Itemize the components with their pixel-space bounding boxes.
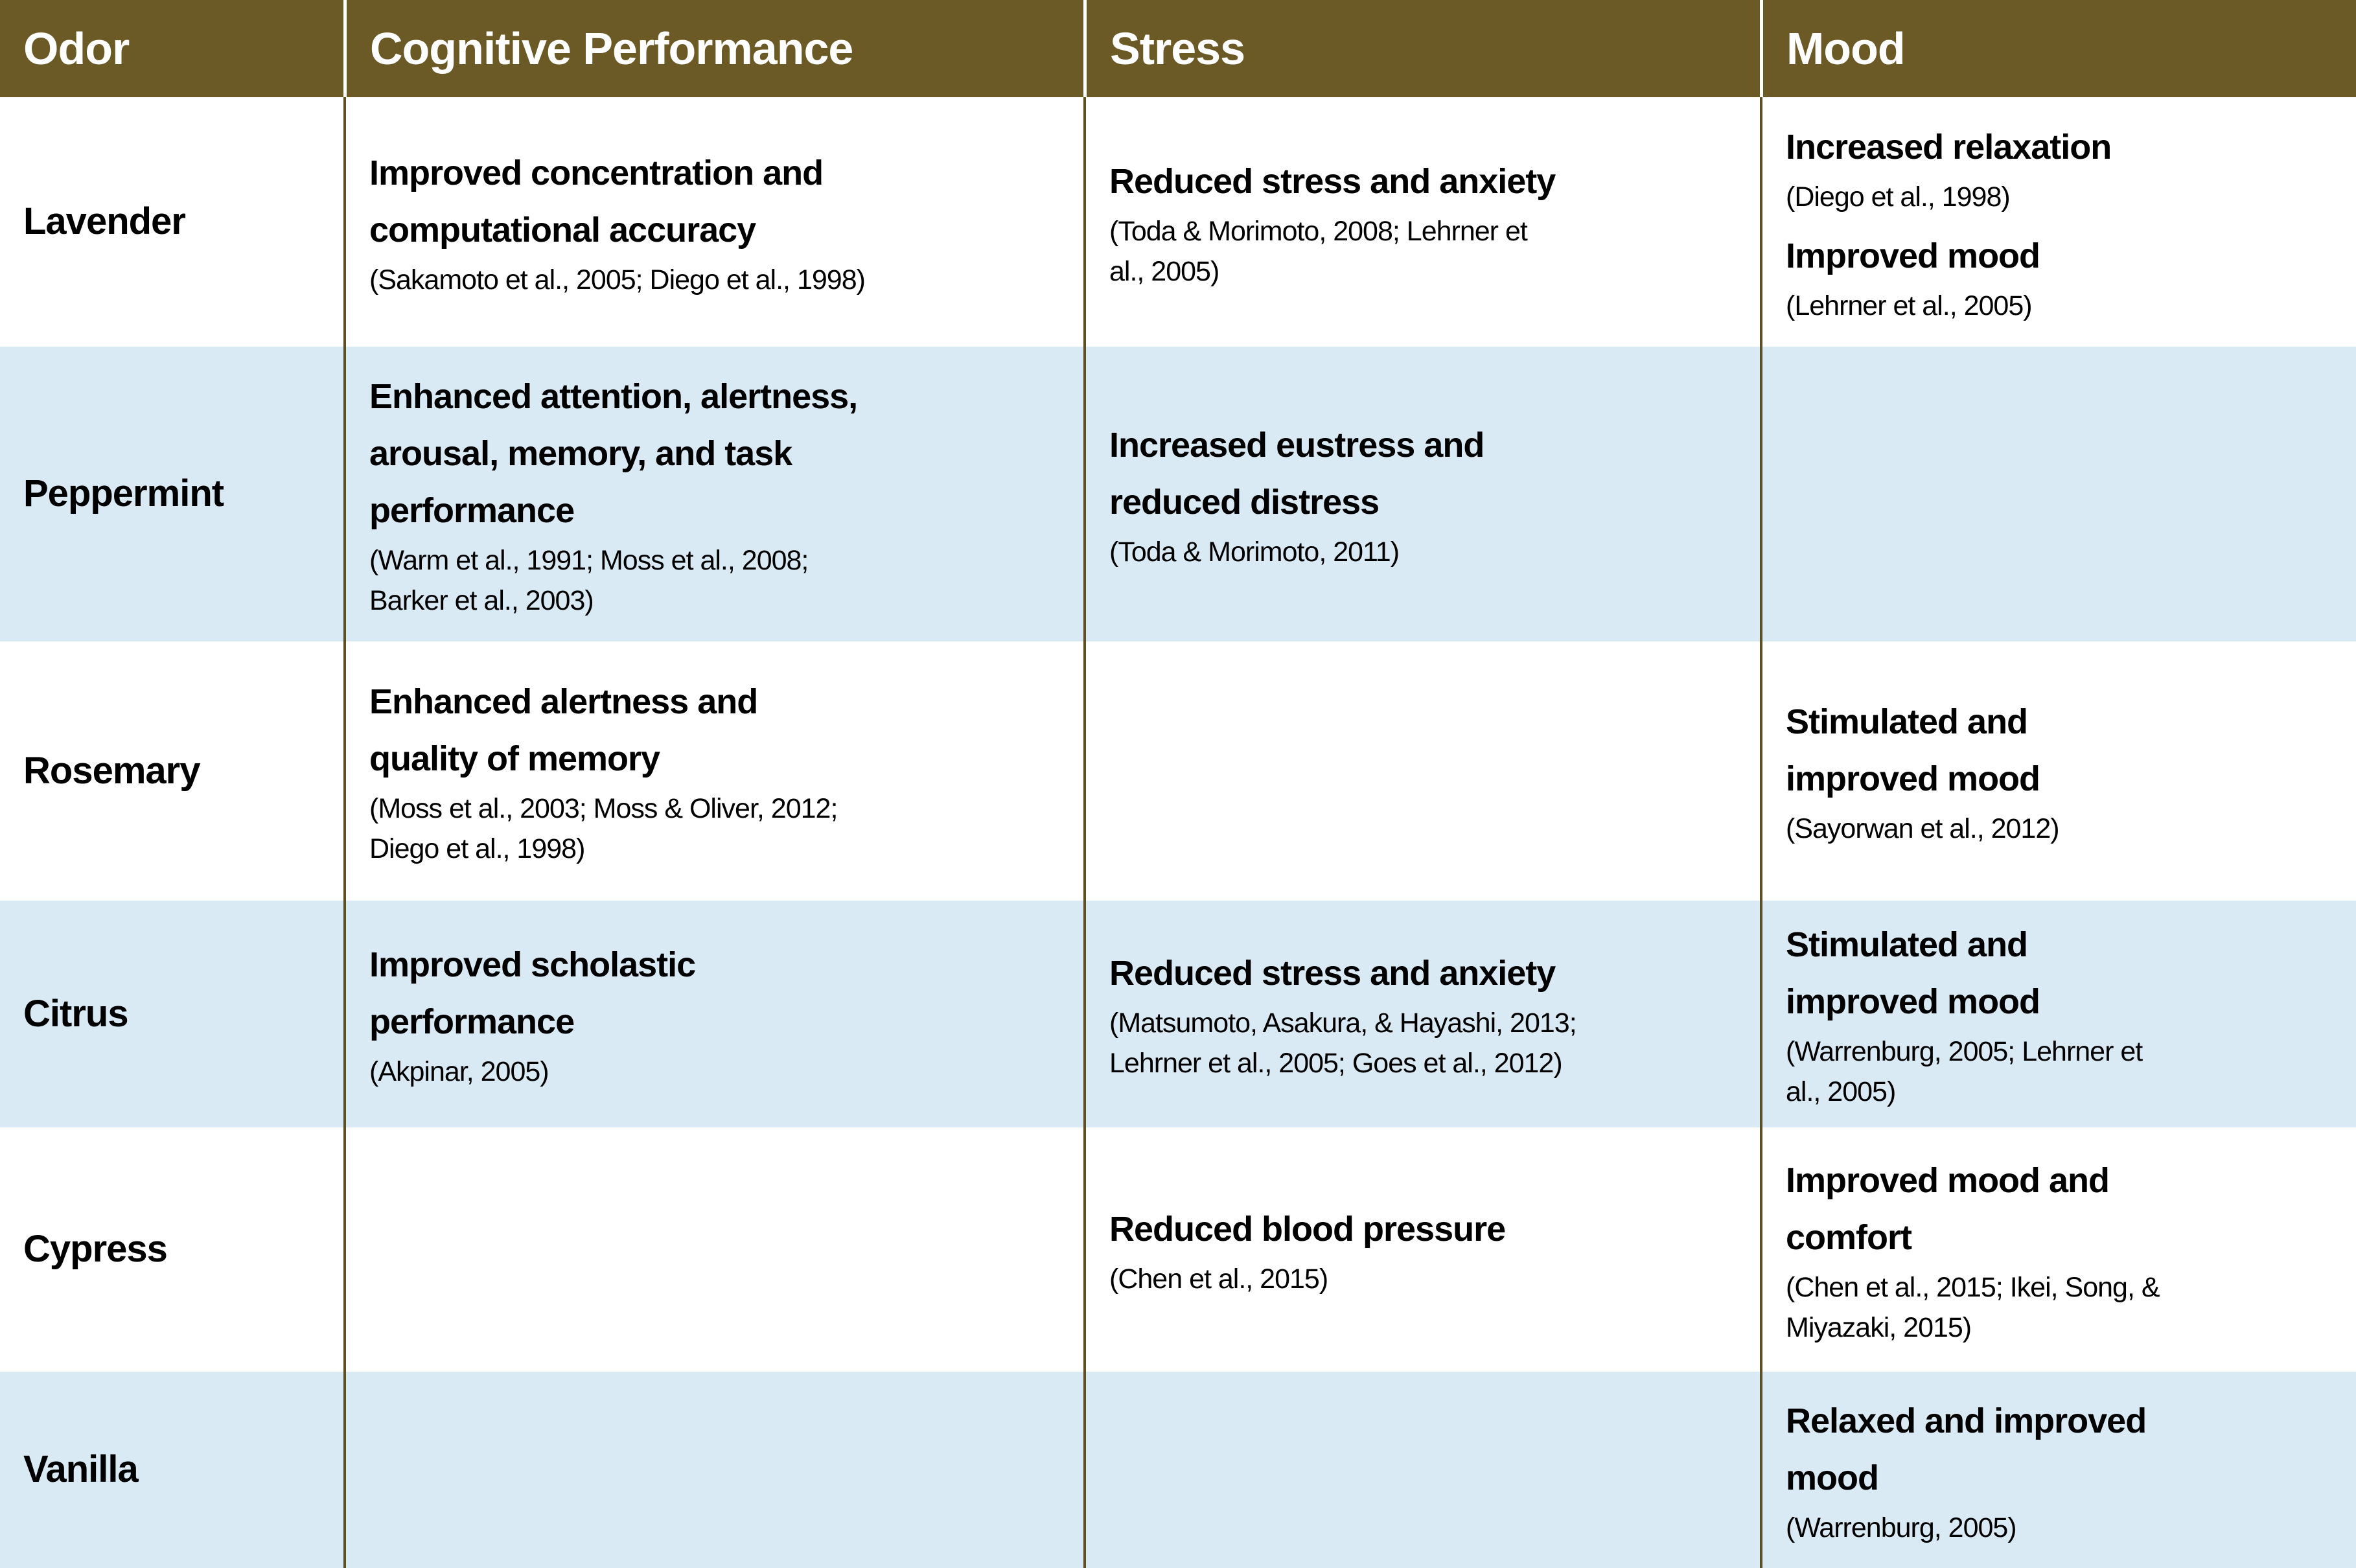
finding: Increased relaxation (Diego et al., 1998… [1786,119,2340,217]
finding-effect: Reduced blood pressure [1109,1209,1506,1249]
finding-effect: Improved mood [1786,236,2040,275]
stress-cell-citrus: Reduced stress and anxiety (Matsumoto, A… [1083,901,1760,1127]
odor-label: Lavender [23,200,186,243]
mood-cell-lavender: Increased relaxation (Diego et al., 1998… [1760,97,2356,347]
finding: Reduced stress and anxiety (Toda & Morim… [1109,153,1744,292]
finding-effect: Relaxed and improved mood [1786,1401,2147,1497]
stress-cell-vanilla [1083,1372,1760,1568]
odor-label: Rosemary [23,749,200,792]
finding: Increased eustress and reduced distress … [1109,417,1744,572]
finding-citation: (Chen et al., 2015) [1109,1263,1328,1295]
odor-cell-rosemary: Rosemary [0,641,343,901]
finding-effect: Improved scholastic performance [369,945,696,1041]
finding-citation: (Akpinar, 2005) [369,1056,549,1087]
odor-label: Peppermint [23,472,224,515]
mood-cell-vanilla: Relaxed and improved mood (Warrenburg, 2… [1760,1372,2356,1568]
finding-effect: Increased relaxation [1786,127,2112,167]
finding: Enhanced attention, alertness, arousal, … [369,368,1068,621]
finding-citation: (Sayorwan et al., 2012) [1786,813,2060,844]
finding: Improved mood (Lehrner et al., 2005) [1786,227,2340,326]
finding: Improved mood and comfort (Chen et al., … [1786,1152,2340,1348]
finding-citation: (Chen et al., 2015; Ikei, Song, & Miyaza… [1786,1271,2160,1343]
finding-citation: (Matsumoto, Asakura, & Hayashi, 2013; Le… [1109,1008,1577,1079]
finding: Reduced stress and anxiety (Matsumoto, A… [1109,945,1744,1083]
odor-label: Vanilla [23,1448,139,1491]
finding-citation: (Toda & Morimoto, 2008; Lehrner et al., … [1109,215,1528,287]
column-header-label: Stress [1110,23,1245,74]
column-header-label: Cognitive Performance [370,23,853,74]
finding-effect: Stimulated and improved mood [1786,925,2040,1021]
mood-cell-rosemary: Stimulated and improved mood (Sayorwan e… [1760,641,2356,901]
finding-effect: Enhanced attention, alertness, arousal, … [369,376,858,530]
cognitive-cell-rosemary: Enhanced alertness and quality of memory… [343,641,1083,901]
stress-cell-cypress: Reduced blood pressure (Chen et al., 201… [1083,1127,1760,1372]
finding-citation: (Warrenburg, 2005) [1786,1512,2017,1543]
mood-cell-cypress: Improved mood and comfort (Chen et al., … [1760,1127,2356,1372]
finding-citation: (Lehrner et al., 2005) [1786,290,2033,321]
odor-label: Citrus [23,992,129,1035]
odor-label: Cypress [23,1228,168,1271]
finding: Improved concentration and computational… [369,144,1068,300]
cognitive-cell-peppermint: Enhanced attention, alertness, arousal, … [343,347,1083,641]
finding: Enhanced alertness and quality of memory… [369,673,1068,869]
odor-cell-citrus: Citrus [0,901,343,1127]
finding-citation: (Moss et al., 2003; Moss & Oliver, 2012;… [369,793,838,864]
column-header-stress: Stress [1083,0,1760,97]
finding: Improved scholastic performance (Akpinar… [369,936,1068,1092]
mood-cell-citrus: Stimulated and improved mood (Warrenburg… [1760,901,2356,1127]
finding-citation: (Warrenburg, 2005; Lehrner et al., 2005) [1786,1036,2143,1107]
column-header-mood: Mood [1760,0,2356,97]
finding: Relaxed and improved mood (Warrenburg, 2… [1786,1392,2340,1548]
finding-effect: Reduced stress and anxiety [1109,161,1556,201]
finding-effect: Stimulated and improved mood [1786,702,2040,798]
odor-cell-lavender: Lavender [0,97,343,347]
finding: Reduced blood pressure (Chen et al., 201… [1109,1201,1744,1299]
stress-cell-peppermint: Increased eustress and reduced distress … [1083,347,1760,641]
finding-citation: (Sakamoto et al., 2005; Diego et al., 19… [369,264,866,295]
stress-cell-lavender: Reduced stress and anxiety (Toda & Morim… [1083,97,1760,347]
finding: Stimulated and improved mood (Warrenburg… [1786,916,2340,1112]
finding-citation: (Toda & Morimoto, 2011) [1109,536,1400,568]
finding-citation: (Warm et al., 1991; Moss et al., 2008; B… [369,544,809,616]
finding-effect: Reduced stress and anxiety [1109,954,1556,993]
finding-effect: Improved concentration and computational… [369,153,824,249]
cognitive-cell-vanilla [343,1372,1083,1568]
finding-effect: Improved mood and comfort [1786,1160,2110,1257]
column-header-cognitive-performance: Cognitive Performance [343,0,1083,97]
finding: Stimulated and improved mood (Sayorwan e… [1786,693,2340,849]
stress-cell-rosemary [1083,641,1760,901]
column-header-label: Odor [23,23,130,74]
finding-effect: Increased eustress and reduced distress [1109,425,1484,522]
cognitive-cell-lavender: Improved concentration and computational… [343,97,1083,347]
odor-cell-peppermint: Peppermint [0,347,343,641]
odor-cell-vanilla: Vanilla [0,1372,343,1568]
cognitive-cell-cypress [343,1127,1083,1372]
column-header-odor: Odor [0,0,343,97]
mood-cell-peppermint [1760,347,2356,641]
odor-cell-cypress: Cypress [0,1127,343,1372]
finding-citation: (Diego et al., 1998) [1786,181,2011,213]
column-header-label: Mood [1786,23,1906,74]
cognitive-cell-citrus: Improved scholastic performance (Akpinar… [343,901,1083,1127]
finding-effect: Enhanced alertness and quality of memory [369,682,758,778]
